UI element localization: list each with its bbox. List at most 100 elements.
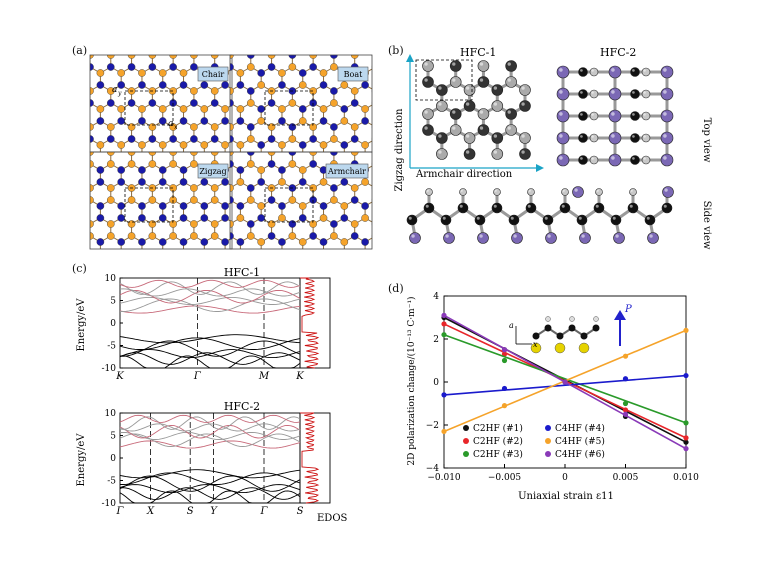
atom — [230, 160, 234, 168]
atom — [242, 250, 249, 257]
atom — [230, 123, 234, 131]
side-hydrogen-highlight — [562, 189, 565, 192]
kpoint-label: Γ — [260, 506, 269, 517]
edos-frame — [299, 412, 331, 504]
atom — [221, 153, 228, 160]
atom — [138, 250, 145, 257]
atom — [257, 166, 265, 174]
inset-hydrogen — [545, 316, 551, 322]
valence-band — [119, 355, 301, 369]
hfc2-fluorine-highlight — [663, 156, 667, 160]
atom — [158, 81, 167, 89]
atom — [148, 99, 157, 107]
data-point — [683, 446, 689, 452]
hfc2-carbon-highlight — [580, 91, 583, 94]
hfc2-hydrogen-highlight — [591, 157, 594, 160]
hfc1-band-title: HFC-1 — [224, 266, 260, 279]
side-carbon-highlight — [510, 216, 514, 220]
bond — [192, 55, 194, 56]
bond — [365, 254, 375, 260]
side-hydrogen — [527, 188, 535, 196]
atom — [190, 135, 198, 143]
hfc1-atom-highlight — [438, 134, 442, 138]
hfc1-atom-highlight — [507, 110, 511, 114]
kpoint-label: Γ — [193, 371, 202, 382]
atom — [236, 105, 245, 113]
panel-b: (b) HFC-1 HFC-2 Zigzag direction Armchai… — [388, 40, 718, 265]
data-point — [441, 332, 447, 338]
valence-band — [120, 472, 301, 485]
polarization-arrowhead — [614, 310, 626, 320]
bond — [80, 157, 90, 163]
hfc1-atom — [491, 148, 504, 160]
atom — [90, 196, 94, 204]
bond — [220, 49, 230, 55]
hfc1-atom-highlight — [452, 110, 456, 114]
bond — [375, 85, 377, 91]
data-point — [501, 351, 508, 357]
atom — [288, 63, 297, 71]
bond — [292, 55, 294, 56]
atom — [221, 238, 229, 246]
atom — [236, 141, 245, 149]
hfc2-hydrogen-highlight — [643, 91, 646, 94]
conduction-band — [119, 440, 301, 449]
atom — [278, 153, 285, 160]
bond — [72, 182, 80, 188]
hfc2-fluorine-highlight — [611, 68, 615, 72]
side-hydrogen-highlight — [596, 189, 599, 192]
bond — [90, 126, 91, 127]
atom — [371, 198, 372, 202]
atom — [278, 238, 286, 246]
atom — [298, 166, 307, 174]
bond — [375, 157, 377, 163]
side-carbon — [440, 214, 452, 226]
tag-label-zigzag: Zigzag — [199, 167, 226, 176]
atom — [320, 40, 327, 41]
atom — [257, 202, 265, 210]
atom — [288, 99, 297, 107]
atom — [340, 238, 349, 246]
atom — [236, 238, 245, 246]
series-6 — [441, 312, 689, 452]
legend-entry: C2HF (#2) — [473, 436, 523, 447]
hfc2-ylabel: Energy/eV — [76, 433, 87, 487]
atom — [72, 63, 73, 70]
atom — [210, 55, 219, 59]
lattice-tile-2 — [220, 40, 377, 178]
hfc2-fluorine-highlight — [611, 112, 615, 116]
atom — [237, 130, 244, 137]
atom — [237, 40, 244, 41]
chart-xlabel: Uniaxial strain ε11 — [518, 491, 614, 502]
hfc2-hydrogen-highlight — [591, 69, 594, 72]
atom — [76, 40, 83, 41]
atom — [309, 160, 317, 168]
atom — [310, 171, 317, 178]
atom — [106, 220, 115, 228]
atom — [138, 214, 146, 222]
bond — [209, 146, 219, 152]
side-carbon — [474, 214, 486, 226]
atom — [200, 178, 209, 186]
atom — [210, 99, 219, 107]
data-point — [501, 357, 508, 364]
hfc2-hydrogen — [589, 133, 599, 143]
xtick-label: −0.005 — [488, 473, 522, 483]
atom — [221, 81, 229, 89]
side-fluorine-highlight — [411, 234, 415, 238]
atom — [76, 250, 83, 257]
hfc2-band-title: HFC-2 — [224, 400, 260, 413]
atom — [236, 166, 245, 174]
atom — [138, 166, 146, 174]
side-carbon — [661, 202, 673, 214]
atom — [350, 123, 359, 131]
atom — [221, 202, 229, 210]
hfc1-unit-cell — [415, 59, 473, 101]
hfc2-hydrogen-highlight — [643, 135, 646, 138]
side-fluorine-highlight — [581, 234, 585, 238]
atom — [361, 238, 369, 246]
atom — [320, 45, 327, 52]
atom — [127, 160, 136, 168]
bond — [313, 55, 315, 56]
bond — [271, 55, 273, 56]
